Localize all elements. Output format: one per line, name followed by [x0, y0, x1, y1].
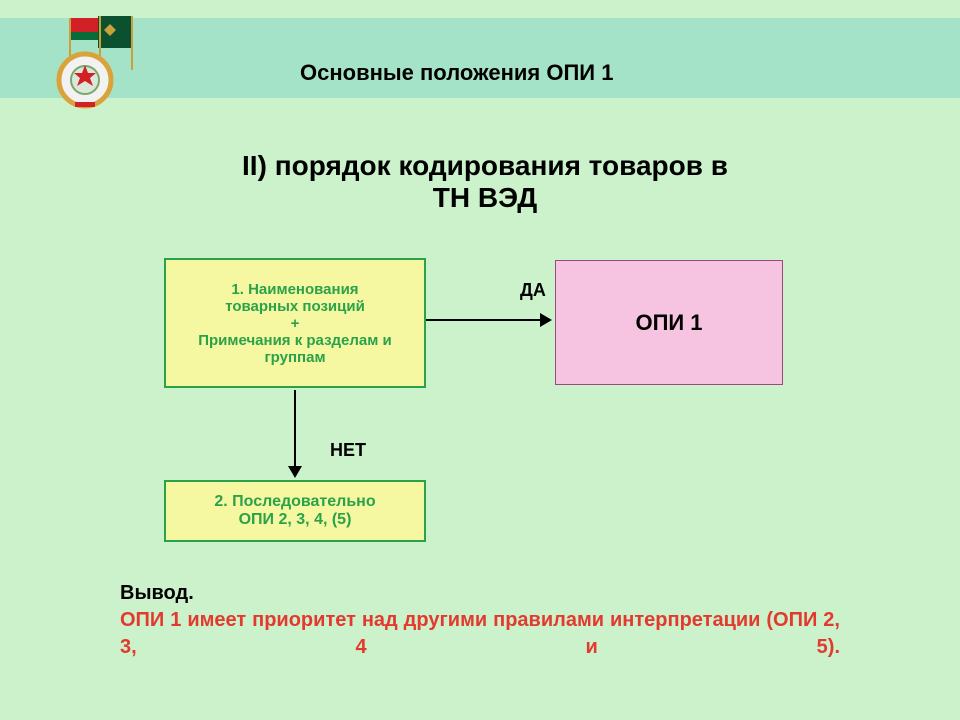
header-title: Основные положения ОПИ 1	[300, 60, 613, 86]
conclusion-block: Вывод. ОПИ 1 имеет приоритет над другими…	[120, 580, 840, 661]
slide-page: Основные положения ОПИ 1 II) п	[0, 0, 960, 720]
flow-box-opi1: ОПИ 1	[555, 260, 783, 385]
subtitle: II) порядок кодирования товаров в ТН ВЭД	[145, 150, 825, 214]
arrow-down-label: НЕТ	[330, 440, 366, 461]
flow-box-opi1-label: ОПИ 1	[635, 310, 702, 336]
flow-box-names-and-notes: 1. Наименованиятоварных позиций+Примечан…	[164, 258, 426, 388]
arrow-right-label: ДА	[520, 280, 546, 301]
flow-box1-line: группам	[264, 349, 325, 366]
flow-box1-line: Примечания к разделам и	[198, 332, 392, 349]
flow-box1-line: +	[291, 315, 300, 332]
flow-box2-line: 2. Последовательно	[214, 493, 375, 511]
flow-box1-line: 1. Наименования	[231, 281, 358, 298]
flow-box1-line: товарных позиций	[225, 298, 365, 315]
arrow-right-icon	[414, 308, 564, 332]
conclusion-heading: Вывод.	[120, 580, 840, 607]
state-emblem-icon	[50, 10, 150, 110]
flow-box2-line: ОПИ 2, 3, 4, (5)	[239, 511, 352, 529]
conclusion-text: ОПИ 1 имеет приоритет над другими правил…	[120, 607, 840, 661]
arrow-down-icon	[283, 378, 307, 490]
